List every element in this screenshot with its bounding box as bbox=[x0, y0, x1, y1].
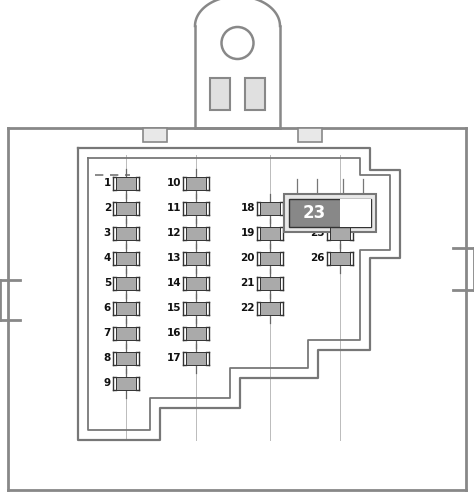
Bar bbox=[116, 227, 136, 240]
Bar bbox=[260, 202, 280, 215]
Text: 21: 21 bbox=[240, 278, 255, 288]
Bar bbox=[340, 199, 371, 227]
Text: 15: 15 bbox=[166, 303, 181, 313]
Text: 23: 23 bbox=[303, 204, 326, 222]
Bar bbox=[143, 128, 167, 142]
Text: 25: 25 bbox=[310, 228, 325, 238]
Bar bbox=[186, 227, 206, 240]
Text: 22: 22 bbox=[240, 303, 255, 313]
Bar bbox=[330, 251, 350, 264]
Bar bbox=[116, 202, 136, 215]
Bar bbox=[260, 301, 280, 315]
Bar bbox=[186, 202, 206, 215]
Bar bbox=[289, 199, 371, 227]
Bar bbox=[186, 301, 206, 315]
Text: 3: 3 bbox=[104, 228, 111, 238]
Bar bbox=[186, 251, 206, 264]
Text: 16: 16 bbox=[166, 328, 181, 338]
Bar bbox=[330, 227, 350, 240]
Text: 24: 24 bbox=[310, 203, 325, 213]
Text: 14: 14 bbox=[166, 278, 181, 288]
Bar bbox=[116, 376, 136, 389]
Bar bbox=[116, 276, 136, 289]
Bar bbox=[260, 276, 280, 289]
Text: 8: 8 bbox=[104, 353, 111, 363]
Bar bbox=[186, 352, 206, 365]
Text: 5: 5 bbox=[104, 278, 111, 288]
Bar bbox=[330, 202, 350, 215]
Text: 26: 26 bbox=[310, 253, 325, 263]
Text: 9: 9 bbox=[104, 378, 111, 388]
Text: 2: 2 bbox=[104, 203, 111, 213]
Bar bbox=[116, 327, 136, 340]
Bar bbox=[210, 78, 230, 110]
Bar bbox=[116, 176, 136, 190]
Bar bbox=[116, 352, 136, 365]
Bar bbox=[260, 227, 280, 240]
Text: 12: 12 bbox=[166, 228, 181, 238]
Text: 4: 4 bbox=[104, 253, 111, 263]
Text: 7: 7 bbox=[104, 328, 111, 338]
Bar bbox=[298, 128, 322, 142]
Text: 20: 20 bbox=[240, 253, 255, 263]
Text: 11: 11 bbox=[166, 203, 181, 213]
Text: 1: 1 bbox=[104, 178, 111, 188]
Bar bbox=[245, 78, 265, 110]
Bar bbox=[116, 251, 136, 264]
Text: 10: 10 bbox=[166, 178, 181, 188]
Bar bbox=[186, 327, 206, 340]
Bar bbox=[186, 176, 206, 190]
Text: 17: 17 bbox=[166, 353, 181, 363]
Text: 13: 13 bbox=[166, 253, 181, 263]
Text: 18: 18 bbox=[240, 203, 255, 213]
Text: 6: 6 bbox=[104, 303, 111, 313]
Text: 19: 19 bbox=[241, 228, 255, 238]
Bar bbox=[186, 276, 206, 289]
Bar bbox=[260, 251, 280, 264]
Bar bbox=[116, 301, 136, 315]
Bar bbox=[284, 194, 376, 232]
